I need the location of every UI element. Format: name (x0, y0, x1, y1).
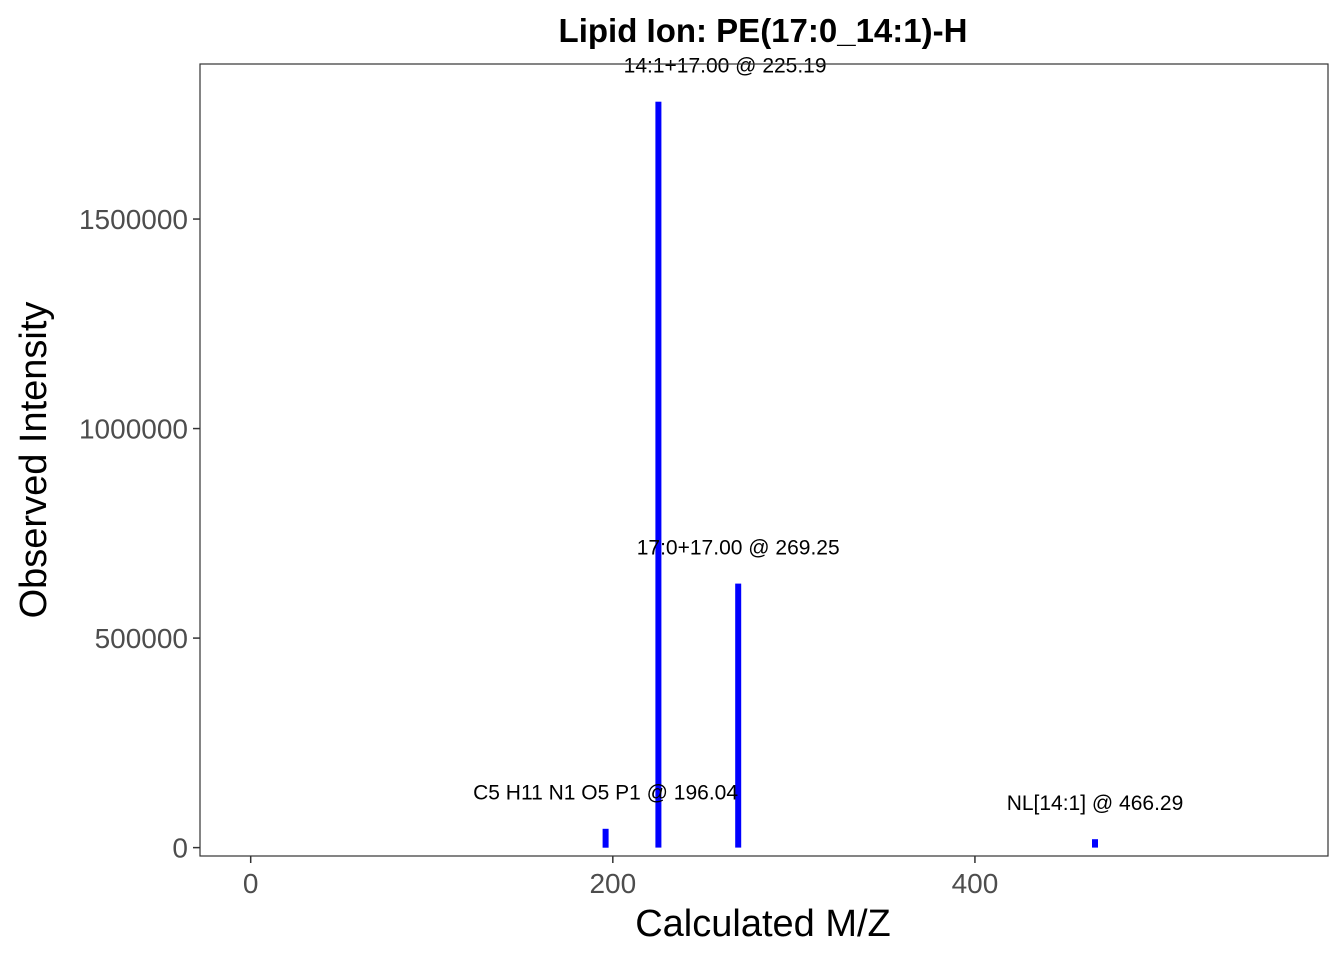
y-tick-label: 1500000 (79, 204, 188, 235)
x-tick-label: 200 (589, 868, 636, 899)
y-tick-label: 0 (172, 833, 188, 864)
chart-title: Lipid Ion: PE(17:0_14:1)-H (559, 12, 968, 49)
y-tick-label: 500000 (95, 623, 188, 654)
x-axis-title: Calculated M/Z (635, 903, 891, 945)
plot-frame (199, 63, 1329, 857)
peak-bar (655, 101, 662, 848)
peak-label: 17:0+17.00 @ 269.25 (637, 536, 840, 559)
x-tick-label: 0 (243, 868, 259, 899)
peak-label: 14:1+17.00 @ 225.19 (624, 54, 827, 77)
peak-label: C5 H11 N1 O5 P1 @ 196.04 (473, 781, 738, 804)
y-axis: 0 500000 1000000 1500000 (79, 204, 200, 864)
x-tick-label: 400 (952, 868, 999, 899)
peak-bar (602, 828, 609, 848)
plot-area: C5 H11 N1 O5 P1 @ 196.04 14:1+17.00 @ 225… (473, 54, 1184, 848)
peak-bar (735, 583, 742, 848)
y-axis-title: Observed Intensity (13, 302, 55, 619)
y-tick-label: 1000000 (79, 414, 188, 445)
peak-label: NL[14:1] @ 466.29 (1007, 792, 1184, 815)
x-axis: 0 200 400 (243, 856, 998, 899)
peak-bar (1092, 839, 1098, 848)
